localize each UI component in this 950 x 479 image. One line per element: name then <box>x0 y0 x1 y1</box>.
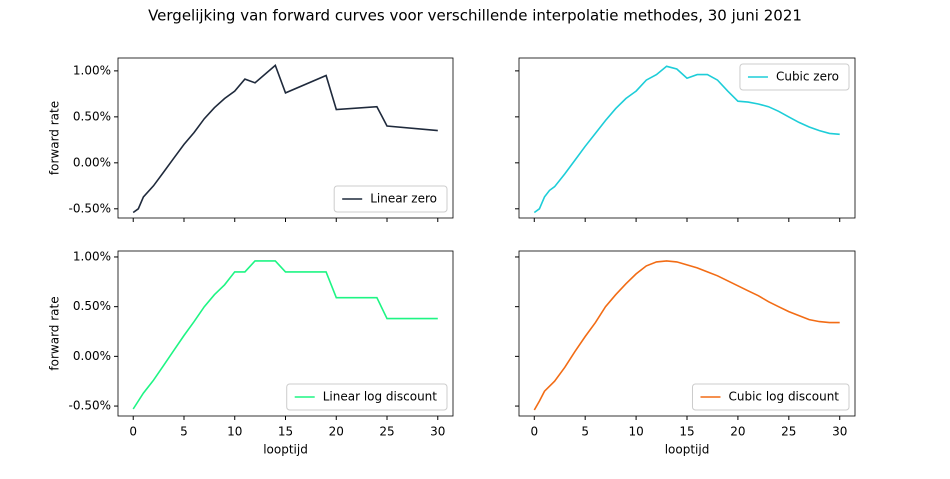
figure-title: Vergelijking van forward curves voor ver… <box>148 7 802 25</box>
line <box>533 65 840 214</box>
x-axis-label: looptijd <box>263 443 308 457</box>
x-tick-label: 30 <box>832 425 847 439</box>
legend: Cubic zero <box>739 63 850 91</box>
legend-label: Linear log discount <box>323 390 438 404</box>
y-tick-label: -0.50% <box>69 399 111 413</box>
x-tick-label: 25 <box>379 425 394 439</box>
x-tick-label: 5 <box>581 425 589 439</box>
y-tick-label: 0.50% <box>73 299 111 313</box>
x-tick-label: 5 <box>180 425 188 439</box>
y-tick-label: 0.00% <box>73 155 111 169</box>
x-axis-label: looptijd <box>665 443 710 457</box>
x-tick-label: 0 <box>530 425 538 439</box>
legend-box <box>739 63 850 91</box>
x-tick-label: 10 <box>227 425 242 439</box>
x-tick-label: 30 <box>430 425 445 439</box>
legend: Linear log discount <box>286 383 448 411</box>
x-tick-label: 20 <box>329 425 344 439</box>
line <box>132 64 438 214</box>
legend-label: Cubic zero <box>776 70 839 84</box>
y-tick-label: 0.50% <box>73 109 111 123</box>
x-tick-label: 10 <box>628 425 643 439</box>
x-tick-label: 25 <box>781 425 796 439</box>
y-tick-label: -0.50% <box>69 201 111 215</box>
plot-frame <box>518 57 856 219</box>
x-tick-label: 15 <box>679 425 694 439</box>
x-tick-label: 20 <box>730 425 745 439</box>
legend-box <box>691 383 850 411</box>
y-tick-label: 1.00% <box>73 63 111 77</box>
y-tick-label: 0.00% <box>73 349 111 363</box>
legend-box <box>286 383 448 411</box>
y-tick-label: 1.00% <box>73 249 111 263</box>
plot-frame <box>117 250 454 417</box>
legend: Cubic log discount <box>691 383 850 411</box>
plot-frame <box>518 250 856 417</box>
line <box>132 260 438 410</box>
legend-label: Cubic log discount <box>728 390 839 404</box>
legend-box <box>333 185 448 213</box>
legend-label: Linear zero <box>370 192 437 206</box>
plot-frame <box>117 57 454 219</box>
x-tick-label: 15 <box>278 425 293 439</box>
legend: Linear zero <box>333 185 448 213</box>
y-axis-label: forward rate <box>48 101 62 175</box>
y-axis-label: forward rate <box>48 296 62 370</box>
line <box>533 260 840 411</box>
x-tick-label: 0 <box>129 425 137 439</box>
